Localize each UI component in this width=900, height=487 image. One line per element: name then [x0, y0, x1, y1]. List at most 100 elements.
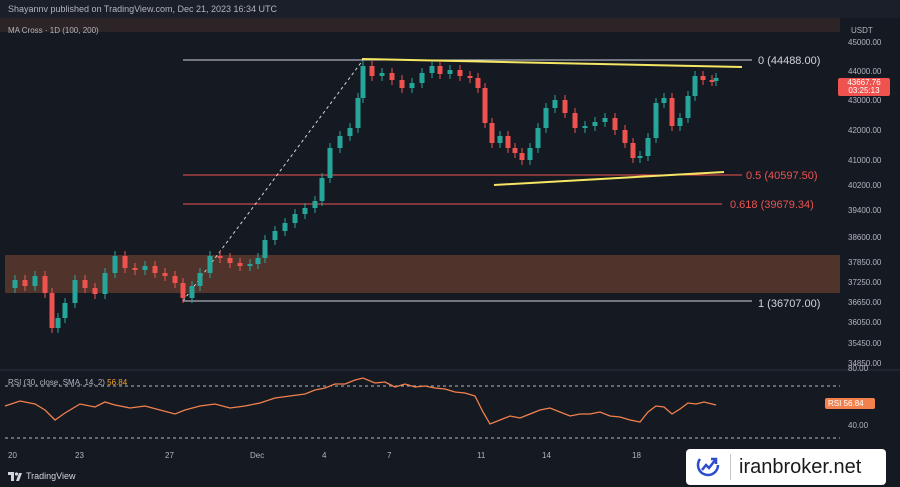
- candle-body: [661, 98, 667, 103]
- last-price-tag: 43667.76 03:25:13: [838, 78, 890, 96]
- candle-body: [112, 256, 118, 273]
- candle-body: [162, 273, 168, 276]
- tradingview-logo[interactable]: TradingView: [8, 471, 76, 481]
- candle-body: [355, 98, 361, 128]
- candle-body: [32, 276, 38, 286]
- candle-body: [389, 73, 395, 80]
- candle-body: [512, 148, 518, 153]
- rsi-tag-label: RSI: [828, 399, 842, 408]
- candle-body: [622, 130, 628, 143]
- currency-label: USDT: [851, 26, 873, 35]
- watermark-separator: [730, 454, 731, 480]
- candlesticks: [12, 61, 719, 333]
- candle-body: [669, 98, 675, 126]
- candle-body: [709, 80, 715, 82]
- candle-body: [22, 280, 28, 286]
- candle-body: [302, 208, 308, 214]
- price-tick-label: 36650.00: [848, 298, 882, 307]
- candle-body: [612, 118, 618, 130]
- candle-body: [399, 80, 405, 88]
- publisher-bar: Shayannv published on TradingView.com, D…: [0, 0, 900, 18]
- tradingview-brand: TradingView: [26, 471, 76, 481]
- candle-body: [447, 70, 453, 74]
- rsi-axis-40: 40.00: [848, 421, 869, 430]
- candle-body: [653, 103, 659, 138]
- candle-body: [489, 123, 495, 143]
- candle-body: [429, 66, 435, 73]
- candle-body: [475, 78, 481, 88]
- price-tick-label: 37250.00: [848, 278, 882, 287]
- support-zone: [5, 255, 840, 293]
- candle-body: [319, 178, 325, 201]
- price-chart[interactable]: 0 (44488.00) 0.5 (40597.50) 0.618 (39679…: [0, 18, 900, 487]
- bar-countdown: 03:25:13: [848, 86, 880, 95]
- candle-body: [247, 264, 253, 266]
- time-tick-label: 18: [632, 451, 641, 460]
- time-tick-label: 20: [8, 451, 17, 460]
- candle-body: [535, 128, 541, 148]
- time-tick-label: 11: [477, 451, 486, 460]
- candle-body: [700, 76, 706, 80]
- price-tick-label: 35450.00: [848, 339, 882, 348]
- price-tick-label: 37850.00: [848, 258, 882, 267]
- rsi-line: [4, 377, 717, 425]
- price-tick-label: 41000.00: [848, 156, 882, 165]
- price-tick-label: 42000.00: [848, 126, 882, 135]
- candle-body: [272, 231, 278, 240]
- candle-body: [685, 96, 691, 118]
- fib-label-0-5: 0.5 (40597.50): [746, 170, 818, 182]
- rsi-tag-value: 56.84: [843, 399, 864, 408]
- candle-body: [122, 256, 128, 268]
- rsi-label-value: 56.84: [107, 378, 128, 387]
- candle-body: [602, 118, 608, 122]
- candle-body: [572, 113, 578, 128]
- price-tick-label: 43000.00: [848, 96, 882, 105]
- candle-body: [12, 280, 18, 288]
- candle-body: [72, 280, 78, 303]
- candle-body: [237, 263, 243, 266]
- candle-body: [677, 118, 683, 126]
- candle-body: [132, 268, 138, 270]
- candle-body: [217, 256, 223, 258]
- candle-body: [409, 83, 415, 88]
- price-tick-label: 40200.00: [848, 181, 882, 190]
- top-resistance-band: [0, 18, 840, 32]
- candle-body: [172, 276, 178, 283]
- candle-body: [142, 266, 148, 270]
- candle-body: [645, 138, 651, 156]
- candle-body: [82, 280, 88, 288]
- rsi-indicator-label[interactable]: RSI (30, close, SMA, 14, 2) 56.84: [8, 378, 127, 387]
- rsi-label-text: RSI (30, close, SMA, 14, 2): [8, 378, 105, 387]
- publisher-text: Shayannv published on TradingView.com, D…: [8, 4, 278, 14]
- candle-body: [592, 122, 598, 126]
- candle-body: [152, 266, 158, 273]
- fib-trendline: [182, 59, 364, 302]
- fib-label-1: 1 (36707.00): [758, 298, 820, 310]
- candle-body: [692, 76, 698, 96]
- candle-body: [227, 258, 233, 263]
- candle-body: [713, 78, 719, 81]
- rsi-value-tag: RSI 56.84: [825, 398, 875, 409]
- price-axis: 45000.00 44000.00 43000.00 42000.00 41000.00…: [848, 38, 882, 368]
- ma-cross-label[interactable]: MA Cross · 1D (100, 200): [8, 26, 99, 35]
- candle-body: [262, 240, 268, 258]
- candle-body: [527, 148, 533, 160]
- time-axis: 20 23 27 Dec 4 7 11 14 18: [8, 451, 641, 460]
- price-tick-label: 44000.00: [848, 67, 882, 76]
- candle-body: [562, 100, 568, 113]
- candle-body: [189, 286, 195, 298]
- time-tick-label: 4: [322, 451, 327, 460]
- tradingview-logo-icon: [8, 471, 22, 481]
- candle-body: [207, 256, 213, 273]
- fib-label-0-618: 0.618 (39679.34): [730, 199, 814, 211]
- price-tick-label: 39400.00: [848, 206, 882, 215]
- price-tick-label: 45000.00: [848, 38, 882, 47]
- candle-body: [55, 318, 61, 328]
- candle-body: [92, 288, 98, 294]
- candle-body: [637, 156, 643, 158]
- last-price: 43667.76: [847, 78, 881, 87]
- candle-body: [49, 293, 55, 328]
- candle-body: [337, 136, 343, 148]
- candle-body: [379, 73, 385, 76]
- price-tick-label: 36050.00: [848, 318, 882, 327]
